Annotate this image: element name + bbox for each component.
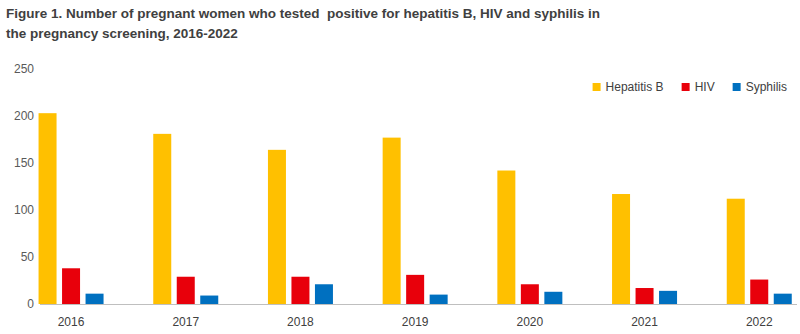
bar [177, 277, 195, 304]
bar [544, 292, 562, 304]
bar [406, 275, 424, 304]
bar [200, 296, 218, 304]
bar [659, 291, 677, 304]
bar [39, 113, 57, 304]
title: Figure 1. Number of pregnant women who t… [6, 6, 600, 41]
title-line: the pregnancy screening, 2016-2022 [6, 26, 238, 41]
legend-item: HIV [682, 80, 715, 94]
x-tick-label: 2018 [287, 315, 314, 329]
bar [612, 194, 630, 304]
x-tick-label: 2022 [746, 315, 773, 329]
legend-label: Hepatitis B [606, 80, 664, 94]
bar [153, 134, 171, 304]
legend-item: Hepatitis B [593, 80, 664, 94]
title-line: Figure 1. Number of pregnant women who t… [6, 6, 600, 21]
bar [774, 294, 792, 304]
x-axis [40, 304, 797, 305]
legend-swatch [682, 83, 690, 91]
bar [86, 294, 104, 304]
bar [636, 288, 654, 304]
bar [521, 284, 539, 304]
bar [727, 199, 745, 304]
x-tick-label: 2016 [58, 315, 85, 329]
bar [291, 277, 309, 304]
bar [383, 138, 401, 304]
bar [62, 268, 80, 304]
y-tick-label: 50 [21, 250, 35, 264]
bar [497, 171, 515, 304]
y-tick-label: 250 [14, 62, 34, 76]
legend: Hepatitis B HIV Syphilis [593, 80, 787, 94]
legend-label: HIV [695, 80, 715, 94]
chart: Figure 1. Number of pregnant women who t… [0, 0, 800, 334]
legend-swatch [733, 83, 741, 91]
y-tick-label: 200 [14, 109, 34, 123]
bar [315, 284, 333, 304]
bar [750, 280, 768, 304]
bar [430, 295, 448, 304]
legend-label: Syphilis [746, 80, 787, 94]
x-tick-label: 2021 [631, 315, 658, 329]
legend-item: Syphilis [733, 80, 787, 94]
x-tick-label: 2019 [402, 315, 429, 329]
x-tick-label: 2017 [172, 315, 199, 329]
legend-swatch [593, 83, 601, 91]
y-tick-label: 150 [14, 156, 34, 170]
y-tick-label: 100 [14, 203, 34, 217]
x-tick-label: 2020 [516, 315, 543, 329]
y-tick-label: 0 [27, 297, 34, 311]
bar [268, 150, 286, 304]
